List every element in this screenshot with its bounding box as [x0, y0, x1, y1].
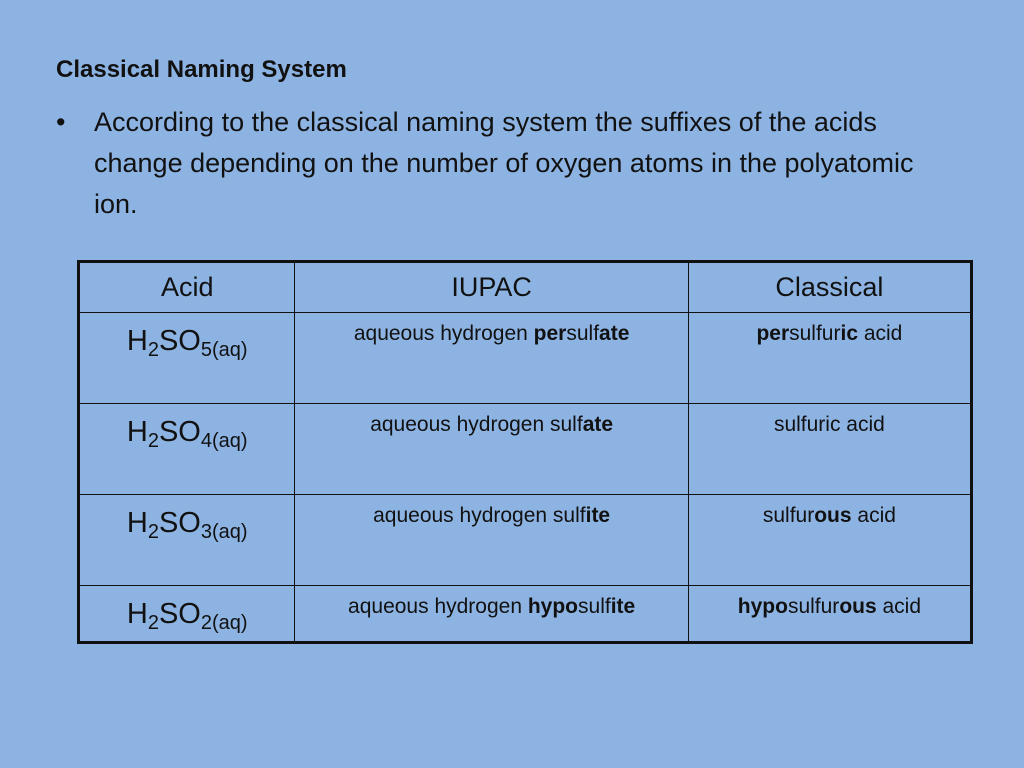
table-row: H2SO5(aq) aqueous hydrogen persulfate pers… — [77, 312, 973, 404]
formula-subscript: 4(aq) — [200, 430, 248, 452]
emphasized-part: ous — [839, 595, 877, 618]
acid-naming-table: Acid IUPAC Classical H2SO5(aq) aqueous hy… — [77, 260, 973, 644]
name-part: sulfuric acid — [773, 413, 885, 436]
formula-text: SO — [158, 325, 201, 357]
name-part: acid — [876, 595, 922, 618]
name-part: sulfur — [762, 504, 815, 527]
name-part: aqueous hydrogen — [348, 595, 528, 618]
name-part: aqueous hydrogen sulf — [370, 413, 583, 436]
formula-subscript: 3(aq) — [200, 521, 248, 543]
name-part: sulfur — [787, 595, 840, 618]
classical-name: sulfurous acid — [687, 494, 973, 586]
name-part: aqueous hydrogen sulf — [373, 504, 586, 527]
iupac-name: aqueous hydrogen sulfite — [294, 494, 689, 586]
formula-text: SO — [158, 507, 201, 539]
name-part: acid — [858, 322, 903, 345]
table-header-row: Acid IUPAC Classical — [77, 261, 973, 313]
emphasized-part: ite — [585, 504, 611, 527]
name-part: sulfur — [789, 322, 841, 345]
emphasized-part: ite — [610, 595, 636, 618]
table-row: H2SO2(aq) aqueous hydrogen hyposulfite hyp… — [77, 585, 973, 643]
bullet-icon: • — [56, 107, 66, 137]
emphasized-part: ic — [840, 322, 858, 345]
acid-formula: H2SO4(aq) — [77, 403, 296, 495]
name-part: sulf — [566, 322, 600, 345]
name-part: sulf — [578, 595, 611, 618]
emphasized-part: hypo — [737, 595, 788, 618]
formula-text: H — [126, 507, 148, 539]
header-iupac: IUPAC — [294, 261, 689, 313]
formula-subscript: 2 — [147, 339, 159, 361]
name-part: aqueous hydrogen — [353, 322, 534, 345]
emphasized-part: per — [756, 322, 790, 345]
formula-subscript: 2 — [147, 521, 159, 543]
name-part: acid — [851, 504, 896, 527]
header-acid: Acid — [77, 261, 296, 313]
formula-subscript: 2 — [147, 612, 159, 634]
classical-name: sulfuric acid — [687, 403, 973, 495]
emphasized-part: ate — [599, 322, 630, 345]
table-row: H2SO3(aq) aqueous hydrogen sulfite sulfuro… — [77, 494, 973, 586]
classical-name: hyposulfurous acid — [687, 585, 973, 643]
emphasized-part: per — [533, 322, 567, 345]
formula-text: SO — [158, 416, 201, 448]
formula-text: H — [126, 416, 148, 448]
formula-subscript: 2(aq) — [200, 612, 248, 634]
formula-subscript: 5(aq) — [200, 339, 248, 361]
acid-formula: H2SO3(aq) — [77, 494, 296, 586]
iupac-name: aqueous hydrogen hyposulfite — [294, 585, 689, 643]
header-classical: Classical — [687, 261, 973, 313]
formula-subscript: 2 — [147, 430, 159, 452]
bullet-point: • According to the classical naming syst… — [56, 102, 936, 225]
slide-title: Classical Naming System — [56, 56, 347, 83]
formula-text: H — [126, 325, 148, 357]
bullet-text: According to the classical naming system… — [94, 107, 914, 219]
formula-text: H — [126, 598, 148, 630]
table-row: H2SO4(aq) aqueous hydrogen sulfate sulfuri… — [77, 403, 973, 495]
classical-name: persulfuric acid — [687, 312, 973, 404]
acid-formula: H2SO5(aq) — [77, 312, 296, 404]
emphasized-part: ate — [582, 413, 614, 436]
iupac-name: aqueous hydrogen sulfate — [294, 403, 689, 495]
emphasized-part: ous — [814, 504, 852, 527]
formula-text: SO — [158, 598, 201, 630]
acid-formula: H2SO2(aq) — [77, 585, 296, 643]
iupac-name: aqueous hydrogen persulfate — [294, 312, 689, 404]
emphasized-part: hypo — [527, 595, 579, 618]
